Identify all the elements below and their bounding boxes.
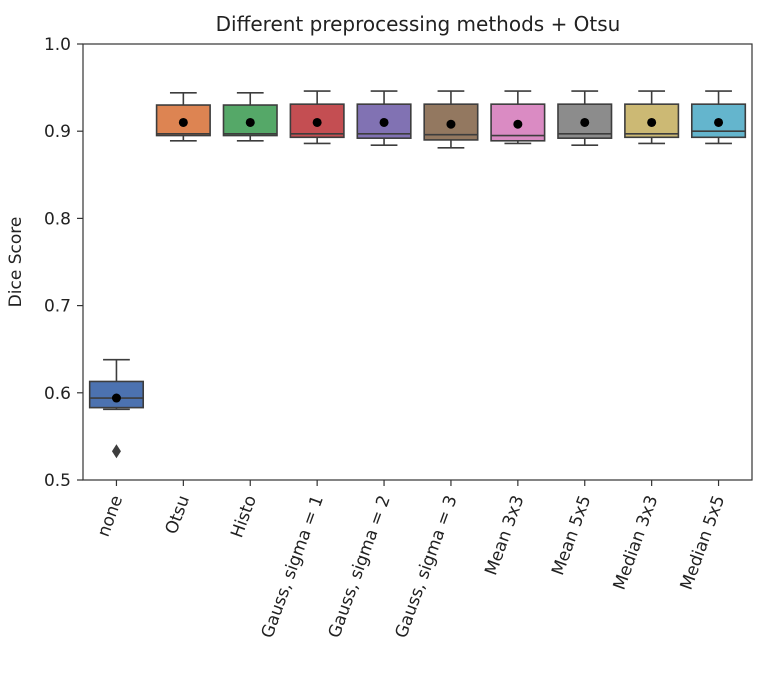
x-tick-label: Gauss, sigma = 1 — [258, 493, 328, 641]
plot-frame — [82, 43, 753, 481]
x-tick-label: Median 5x5 — [677, 493, 730, 593]
chart-title: Different preprocessing methods + Otsu — [216, 12, 621, 36]
y-tick-label: 0.5 — [44, 471, 71, 491]
x-tick-label: Mean 3x3 — [481, 493, 528, 578]
x-tick-label: Gauss, sigma = 2 — [325, 493, 395, 641]
y-axis-title: Dice Score — [6, 217, 26, 308]
mean-marker — [446, 119, 456, 129]
x-tick-label: Otsu — [162, 493, 194, 537]
x-tick-label: none — [94, 493, 127, 540]
mean-marker — [178, 117, 188, 127]
box-5 — [356, 103, 412, 139]
y-tick-label: 1.0 — [44, 35, 71, 55]
mean-marker — [312, 117, 322, 127]
y-tick-label: 0.9 — [44, 122, 71, 142]
mean-marker — [714, 117, 724, 127]
mean-marker — [111, 393, 121, 403]
y-tick-label: 0.6 — [44, 384, 71, 404]
box-7 — [490, 103, 546, 142]
y-tick-label: 0.7 — [44, 297, 71, 317]
x-tick-label: Gauss, sigma = 3 — [392, 493, 462, 641]
y-tick-label: 0.8 — [44, 209, 71, 229]
mean-marker — [379, 117, 389, 127]
x-tick-label: Histo — [227, 493, 261, 541]
mean-marker — [513, 119, 523, 129]
x-tick-label: Mean 5x5 — [548, 493, 595, 578]
x-tick-label: Median 3x3 — [610, 493, 663, 593]
mean-marker — [647, 117, 657, 127]
mean-marker — [245, 117, 255, 127]
mean-marker — [580, 117, 590, 127]
outlier-marker — [111, 444, 121, 459]
